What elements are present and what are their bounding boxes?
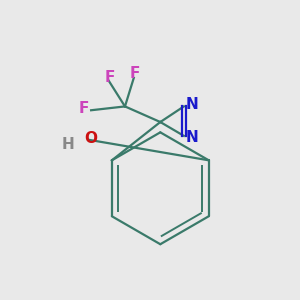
Text: F: F bbox=[79, 101, 89, 116]
Text: N: N bbox=[186, 130, 199, 145]
Text: N: N bbox=[186, 98, 199, 112]
Text: F: F bbox=[105, 70, 116, 85]
Text: H: H bbox=[61, 136, 74, 152]
Text: O: O bbox=[85, 131, 98, 146]
Text: F: F bbox=[130, 66, 140, 81]
